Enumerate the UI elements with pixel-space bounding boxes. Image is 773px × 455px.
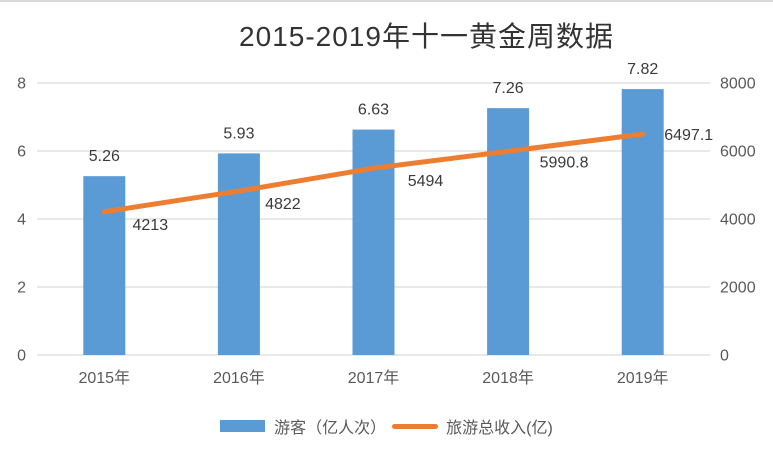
- bar-2015年: [83, 176, 126, 355]
- x-axis-label-2017年: 2017年: [348, 369, 400, 387]
- bar-label-2018年: 7.26: [493, 80, 524, 97]
- revenue-line: [101, 131, 646, 215]
- line-label-2016年: 4822: [265, 196, 301, 213]
- x-axis-label-2016年: 2016年: [213, 369, 265, 387]
- bar-label-2016年: 5.93: [223, 125, 254, 142]
- x-axis-label-2018年: 2018年: [482, 369, 534, 387]
- right-axis-tick-2000: 2000: [720, 280, 756, 297]
- x-axis-label-2019年: 2019年: [617, 369, 669, 387]
- top-border-line: [0, 0, 773, 2]
- chart-legend: 游客（亿人次） 旅游总收入(亿): [0, 412, 773, 440]
- bar-series-swatch: [220, 420, 266, 432]
- bar-2017年: [352, 129, 395, 355]
- right-axis-tick-0: 0: [720, 348, 729, 365]
- legend-item-tourists: 游客（亿人次）: [220, 414, 386, 438]
- bar-2018年: [487, 108, 530, 355]
- bar-label-2019年: 7.82: [627, 61, 658, 78]
- right-axis-tick-4000: 4000: [720, 212, 756, 229]
- left-axis-tick-8: 8: [17, 76, 26, 93]
- line-label-2015年: 4213: [133, 217, 169, 234]
- left-axis-tick-4: 4: [17, 212, 26, 229]
- line-label-2017年: 5494: [408, 173, 444, 190]
- bar-label-2017年: 6.63: [358, 102, 389, 119]
- line-series-swatch: [392, 423, 439, 429]
- line-label-2019年: 6497.1: [664, 127, 713, 144]
- left-axis-tick-0: 0: [17, 348, 26, 365]
- left-axis-tick-6: 6: [17, 144, 26, 161]
- legend-label-revenue: 旅游总收入(亿): [446, 420, 553, 437]
- chart-title: 2015-2019年十一黄金周数据: [239, 21, 614, 52]
- right-axis-tick-6000: 6000: [720, 144, 756, 161]
- left-axis-tick-2: 2: [17, 280, 26, 297]
- right-axis-tick-8000: 8000: [720, 76, 756, 93]
- legend-item-revenue: 旅游总收入(亿): [392, 414, 553, 438]
- legend-label-tourists: 游客（亿人次）: [274, 420, 387, 437]
- bar-label-2015年: 5.26: [89, 148, 120, 165]
- x-axis-label-2015年: 2015年: [78, 369, 130, 387]
- bar-2019年: [621, 89, 664, 356]
- bar-2016年: [217, 153, 260, 355]
- line-label-2018年: 5990.8: [540, 154, 589, 171]
